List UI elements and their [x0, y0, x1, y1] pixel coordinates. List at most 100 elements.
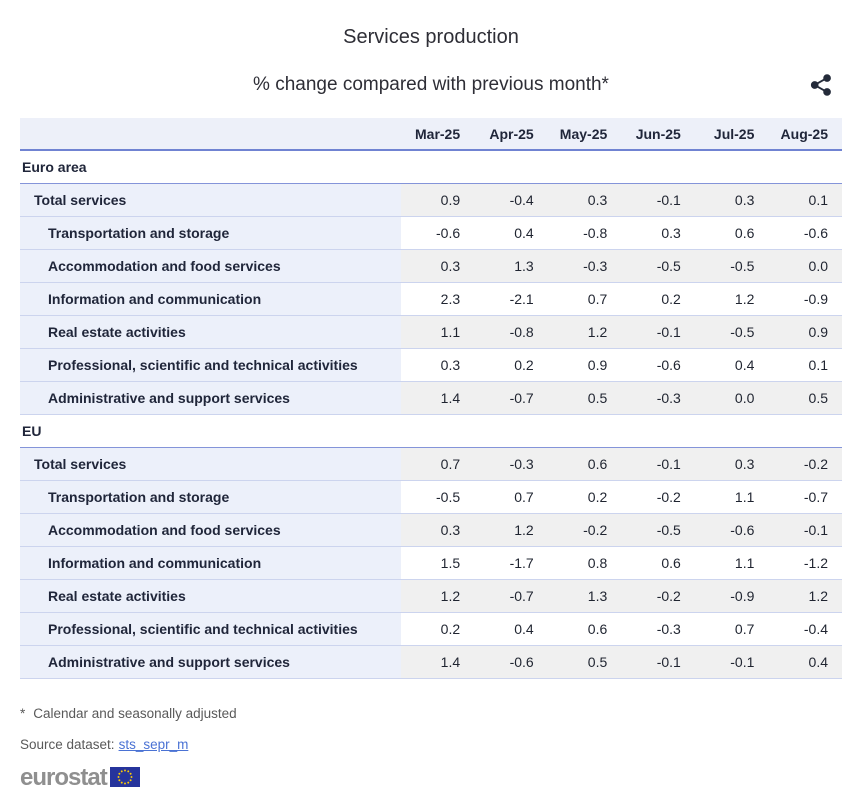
- table-row: Information and communication 2.3 -2.1 0.7 0…: [20, 282, 842, 316]
- value-cell: 1.1: [694, 546, 769, 580]
- value-cell: -0.5: [694, 315, 769, 349]
- value-cell: 1.5: [400, 546, 475, 580]
- table-row: Transportation and storage -0.6 0.4 -0.8 0.3…: [20, 216, 842, 250]
- value-cell: -0.3: [547, 249, 622, 283]
- table-row: Total services 0.7 -0.3 0.6 -0.1 0.3 -0.2: [20, 447, 842, 481]
- value-cell: 0.8: [547, 546, 622, 580]
- value-cell: -0.8: [474, 315, 548, 349]
- value-cell: -0.1: [621, 183, 695, 217]
- section-label: EU: [20, 414, 842, 448]
- value-cell: 0.3: [694, 183, 769, 217]
- table-row: Administrative and support services 1.4 -0…: [20, 381, 842, 415]
- value-cell: 0.1: [768, 348, 842, 382]
- value-cell: -0.1: [621, 645, 695, 679]
- row-label: Transportation and storage: [20, 480, 401, 514]
- section-row-euro-area: Euro area: [20, 150, 842, 184]
- page-subtitle: % change compared with previous month*: [253, 74, 609, 95]
- row-label: Total services: [20, 183, 401, 217]
- value-cell: 1.4: [400, 645, 475, 679]
- share-button[interactable]: [807, 72, 834, 99]
- value-cell: 1.1: [400, 315, 475, 349]
- value-cell: 0.4: [474, 216, 548, 250]
- value-cell: -0.3: [621, 612, 695, 646]
- value-cell: -0.6: [694, 513, 769, 547]
- column-header-empty: [20, 118, 401, 151]
- value-cell: 0.5: [547, 645, 622, 679]
- value-cell: 0.4: [694, 348, 769, 382]
- subtitle-row: % change compared with previous month*: [20, 74, 842, 101]
- value-cell: 0.6: [694, 216, 769, 250]
- value-cell: 0.4: [768, 645, 842, 679]
- table-row: Real estate activities 1.2 -0.7 1.3 -0.2 -0.9…: [20, 579, 842, 613]
- value-cell: -2.1: [474, 282, 548, 316]
- column-header-jun-25: Jun-25: [621, 118, 695, 151]
- footnote-marker: *: [20, 705, 26, 721]
- value-cell: 0.5: [547, 381, 622, 415]
- row-label: Transportation and storage: [20, 216, 401, 250]
- table-row: Administrative and support services 1.4 -0…: [20, 645, 842, 679]
- column-header-may-25: May-25: [547, 118, 622, 151]
- footnote-text: Calendar and seasonally adjusted: [33, 705, 237, 721]
- value-cell: 0.4: [474, 612, 548, 646]
- source-dataset-link[interactable]: sts_sepr_m: [118, 736, 189, 752]
- value-cell: -0.1: [621, 315, 695, 349]
- value-cell: -0.9: [768, 282, 842, 316]
- value-cell: 0.3: [621, 216, 695, 250]
- table-row: Professional, scientific and technical a…: [20, 348, 842, 382]
- value-cell: 0.7: [694, 612, 769, 646]
- value-cell: -0.2: [768, 447, 842, 481]
- value-cell: 1.3: [474, 249, 548, 283]
- value-cell: -0.3: [474, 447, 548, 481]
- value-cell: 0.2: [547, 480, 622, 514]
- column-header-mar-25: Mar-25: [400, 118, 475, 151]
- value-cell: 0.9: [400, 183, 475, 217]
- value-cell: 0.7: [547, 282, 622, 316]
- eurostat-logo-text: eurostat: [20, 764, 108, 791]
- value-cell: -0.1: [621, 447, 695, 481]
- value-cell: -0.8: [547, 216, 622, 250]
- value-cell: 0.1: [768, 183, 842, 217]
- value-cell: -0.9: [694, 579, 769, 613]
- value-cell: 0.6: [547, 612, 622, 646]
- value-cell: 0.7: [474, 480, 548, 514]
- value-cell: -0.4: [768, 612, 842, 646]
- value-cell: -0.1: [768, 513, 842, 547]
- value-cell: 0.2: [621, 282, 695, 316]
- row-label: Administrative and support services: [20, 381, 401, 415]
- value-cell: 0.3: [400, 249, 475, 283]
- section-label: Euro area: [20, 150, 842, 184]
- value-cell: -1.2: [768, 546, 842, 580]
- value-cell: -0.7: [474, 381, 548, 415]
- row-label: Accommodation and food services: [20, 513, 401, 547]
- source-label: Source dataset:: [20, 736, 115, 752]
- value-cell: 0.5: [768, 381, 842, 415]
- section-row-eu: EU: [20, 414, 842, 448]
- value-cell: 1.2: [547, 315, 622, 349]
- value-cell: 0.0: [768, 249, 842, 283]
- value-cell: 0.6: [547, 447, 622, 481]
- table-header: Mar-25 Apr-25 May-25 Jun-25 Jul-25 Aug-25: [20, 118, 842, 151]
- value-cell: 0.3: [547, 183, 622, 217]
- value-cell: 0.0: [694, 381, 769, 415]
- value-cell: 0.9: [547, 348, 622, 382]
- value-cell: -0.5: [400, 480, 475, 514]
- row-label: Information and communication: [20, 546, 401, 580]
- value-cell: -0.4: [474, 183, 548, 217]
- column-header-apr-25: Apr-25: [474, 118, 548, 151]
- footnote: * Calendar and seasonally adjusted: [20, 706, 842, 721]
- row-label: Information and communication: [20, 282, 401, 316]
- value-cell: -0.6: [400, 216, 475, 250]
- value-cell: -0.7: [768, 480, 842, 514]
- value-cell: -0.6: [474, 645, 548, 679]
- row-label: Professional, scientific and technical a…: [20, 612, 401, 646]
- value-cell: 1.3: [547, 579, 622, 613]
- value-cell: 0.2: [474, 348, 548, 382]
- column-header-aug-25: Aug-25: [768, 118, 842, 151]
- table-row: Real estate activities 1.1 -0.8 1.2 -0.1 -0.5…: [20, 315, 842, 349]
- row-label: Accommodation and food services: [20, 249, 401, 283]
- value-cell: -1.7: [474, 546, 548, 580]
- source-dataset: Source dataset: sts_sepr_m: [20, 737, 842, 752]
- table-row: Professional, scientific and technical a…: [20, 612, 842, 646]
- value-cell: -0.7: [474, 579, 548, 613]
